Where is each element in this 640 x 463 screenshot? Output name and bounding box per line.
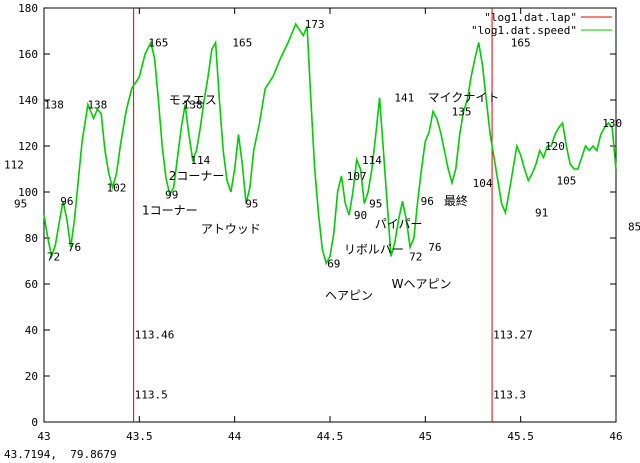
y-tick-label: 40 <box>25 324 38 337</box>
peak-labels: 72 96 76 138 102 165 99 138 114 165 95 173 69 107 90 11… <box>47 18 622 270</box>
lap-time-annotation: 113.5 <box>135 388 168 401</box>
peak-value-label: 138 <box>87 99 107 112</box>
y-tick-label: 120 <box>18 140 38 153</box>
corner-name-annotation: ヘアピン <box>325 289 373 303</box>
peak-value-label: 95 <box>245 198 258 211</box>
peak-value-label: 138 <box>183 99 203 112</box>
peak-value-label: 165 <box>511 37 531 50</box>
y-tick-label: 100 <box>18 186 38 199</box>
legend-label-lap: "log1.dat.lap" <box>484 11 577 24</box>
peak-value-label: 90 <box>354 209 367 222</box>
peak-value-label: 76 <box>428 241 441 254</box>
x-tick-label: 43.5 <box>126 430 153 443</box>
lap-time-annotation: 113.46 <box>135 329 175 342</box>
y-tick-label: 0 <box>31 416 38 429</box>
speed-chart: 43 43.5 44 44.5 45 45.5 46 0 20 40 60 80 100 120 140 16… <box>4 2 640 443</box>
cursor-coordinate-readout: 43.7194, 79.8679 <box>4 448 117 461</box>
peak-value-label: 114 <box>190 154 210 167</box>
y-tick-label: 160 <box>18 48 38 61</box>
peak-value-label: 96 <box>60 195 73 208</box>
peak-value-label: 76 <box>68 241 81 254</box>
peak-value-label: 99 <box>165 188 178 201</box>
peak-value-label: 135 <box>452 106 472 119</box>
corner-name-annotation: リボルバー <box>344 243 404 257</box>
x-tick-label: 46 <box>609 430 622 443</box>
peak-value-label: 72 <box>409 250 422 263</box>
peak-value-label: 114 <box>362 154 382 167</box>
y-tick-label: 140 <box>18 94 38 107</box>
peak-value-label: 141 <box>394 92 414 105</box>
legend: "log1.dat.lap" "log1.dat.speed" <box>471 11 612 37</box>
lap-time-annotation: 113.27 <box>493 329 533 342</box>
edge-labels: 138 112 95 85 <box>4 99 640 234</box>
axes <box>43 7 617 423</box>
lap-lines <box>133 8 493 422</box>
edge-label: 138 <box>44 99 64 112</box>
corner-name-annotation: パイパー <box>375 217 423 231</box>
plot-frame <box>43 7 617 423</box>
peak-value-label: 120 <box>545 140 565 153</box>
peak-value-label: 165 <box>148 37 168 50</box>
x-tick-label: 43 <box>37 430 50 443</box>
y-tick-label: 20 <box>25 370 38 383</box>
x-tick-label: 44 <box>228 430 242 443</box>
corner-name-annotation: アトウッド <box>201 222 261 236</box>
x-tick-label: 44.5 <box>317 430 344 443</box>
y-tick-label: 80 <box>25 232 38 245</box>
y-tick-label: 180 <box>18 2 38 15</box>
tick-labels: 43 43.5 44 44.5 45 45.5 46 0 20 40 60 80 100 120 140 16… <box>18 2 623 443</box>
peak-value-label: 107 <box>347 170 367 183</box>
peak-value-label: 91 <box>535 207 548 220</box>
edge-label: 112 <box>4 158 24 171</box>
x-tick-label: 45.5 <box>507 430 534 443</box>
corner-name-annotation: マイクナイト <box>428 91 500 105</box>
peak-value-label: 130 <box>602 117 622 130</box>
peak-value-label: 72 <box>47 250 60 263</box>
peak-value-label: 69 <box>327 257 340 270</box>
peak-value-label: 102 <box>107 181 127 194</box>
peak-value-label: 173 <box>305 18 325 31</box>
peak-value-label: 95 <box>369 198 382 211</box>
corner-name-annotation: 1コーナー <box>142 203 198 217</box>
corner-name-annotation: モスエス <box>169 93 217 107</box>
edge-label: 95 <box>14 198 27 211</box>
corner-name-annotation: 2コーナー <box>169 169 225 183</box>
peak-value-label: 105 <box>556 175 576 188</box>
corner-name-annotation: 最終 <box>444 193 468 208</box>
lap-time-annotation: 113.3 <box>493 388 526 401</box>
legend-label-speed: "log1.dat.speed" <box>471 24 577 37</box>
peak-value-label: 165 <box>232 37 252 50</box>
speed-series-line <box>43 22 617 266</box>
corner-name-annotation: Wヘアピン <box>392 277 452 291</box>
y-tick-label: 60 <box>25 278 38 291</box>
peak-value-label: 104 <box>473 177 493 190</box>
edge-label: 85 <box>628 221 640 234</box>
peak-value-label: 96 <box>421 195 434 208</box>
x-tick-label: 45 <box>419 430 432 443</box>
